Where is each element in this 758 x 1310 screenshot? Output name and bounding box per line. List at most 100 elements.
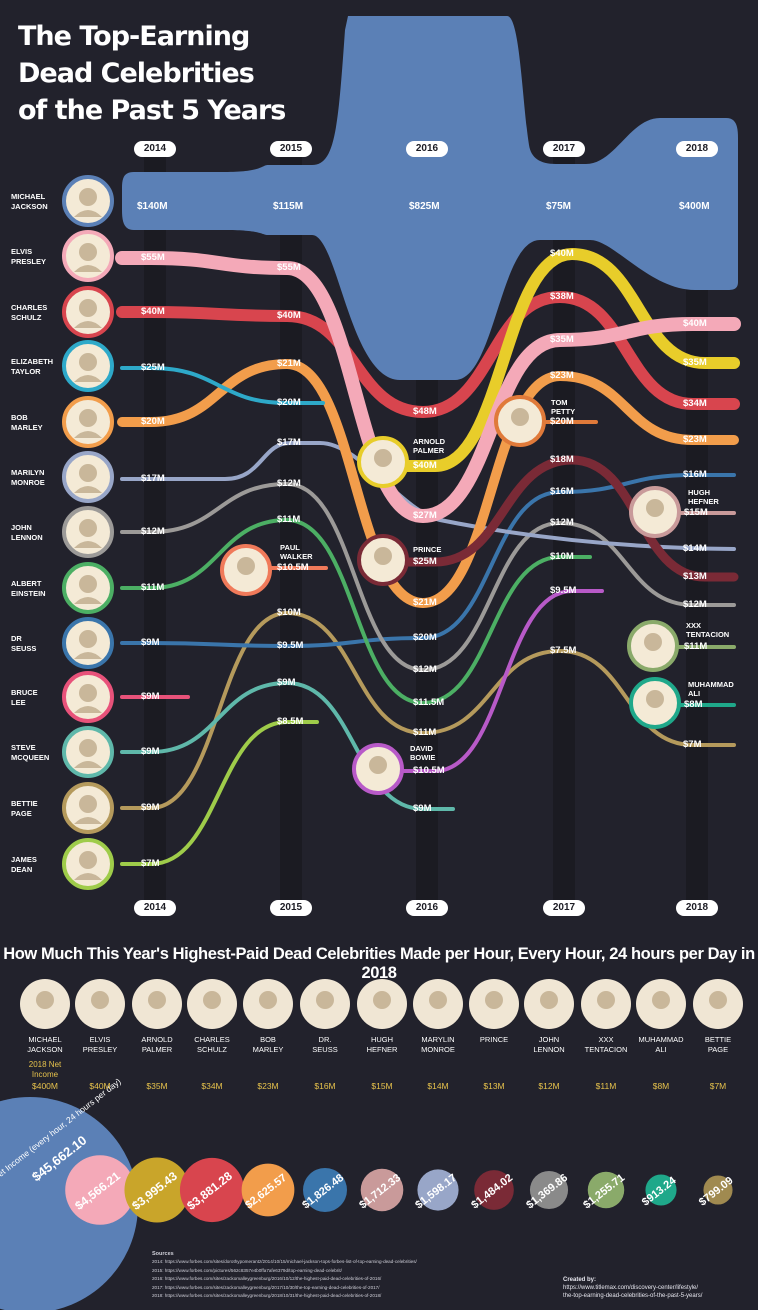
value-label: $8M — [684, 699, 703, 710]
bubble-celebrity-name: HUGH HEFNER — [366, 1035, 398, 1054]
value-label: $12M — [141, 526, 165, 537]
net-income-value: $16M — [314, 1081, 336, 1091]
face-icon — [646, 690, 664, 708]
value-label: $21M — [413, 597, 437, 608]
value-label: $16M — [683, 469, 707, 480]
row-label: ELIZABETH TAYLOR — [11, 357, 54, 376]
value-label: $21M — [277, 358, 301, 369]
hourly-income-bubble — [529, 1170, 569, 1210]
value-label: $23M — [550, 370, 574, 381]
value-label: $9.5M — [550, 585, 577, 596]
shoulders-icon — [74, 817, 102, 824]
bubble-celebrity-name: BOB MARLEY — [252, 1035, 284, 1054]
hourly-income-bubble — [303, 1168, 347, 1212]
face-icon — [36, 991, 54, 1009]
credit-block: Created by: https://www.titlemax.com/dis… — [563, 1276, 702, 1300]
value-label: $40M — [550, 248, 574, 259]
face-icon — [429, 991, 447, 1009]
source-line[interactable]: 2015: https://www.forbes.com/pictures/56… — [152, 1267, 342, 1273]
value-label: $20M — [413, 632, 437, 643]
net-income-value: $13M — [483, 1081, 505, 1091]
row-label: CHARLES SCHULZ — [11, 303, 48, 322]
face-icon — [91, 991, 109, 1009]
face-icon — [259, 991, 277, 1009]
shoulders-icon — [74, 541, 102, 548]
john-lennon-line — [120, 481, 736, 673]
face-icon — [316, 991, 334, 1009]
net-income-value: $14M — [427, 1081, 449, 1091]
credit-url[interactable]: the-top-earning-dead-celebrities-of-the-… — [563, 1293, 703, 1299]
value-label: $7.5M — [550, 645, 577, 656]
year-pill: 2017 — [543, 900, 585, 916]
net-income-value: $12M — [538, 1081, 560, 1091]
bubble-celebrity-name: CHARLES SCHULZ — [194, 1035, 230, 1054]
value-label: $13M — [683, 571, 707, 582]
hourly-income-bubble — [474, 1170, 514, 1210]
face-icon — [374, 547, 392, 565]
face-icon — [644, 633, 662, 651]
value-label: $27M — [413, 510, 437, 521]
face-icon — [79, 795, 97, 813]
row-label: ALBERT EINSTEIN — [11, 579, 46, 598]
year-pill: 2018 — [676, 900, 718, 916]
source-line[interactable]: 2017: https://www.forbes.com/sites/zacko… — [152, 1284, 380, 1290]
source-line[interactable]: 2016: https://www.forbes.com/sites/zacko… — [152, 1276, 382, 1282]
hourly-income-bubble — [241, 1163, 295, 1217]
year-pill: 2017 — [543, 141, 585, 157]
value-label: $10M — [550, 551, 574, 562]
value-label: $40M — [141, 306, 165, 317]
bubble-celebrity-name: BETTIE PAGE — [704, 1035, 732, 1054]
bubble-celebrity-name: PRINCE — [479, 1035, 509, 1044]
net-income-annotation: 2018 Net Income — [28, 1060, 62, 1079]
value-label: $40M — [683, 318, 707, 329]
face-icon — [79, 409, 97, 427]
value-label: $11M — [684, 641, 708, 652]
face-icon — [374, 449, 392, 467]
face-icon — [652, 991, 670, 1009]
net-income-value: $35M — [146, 1081, 168, 1091]
value-label: $20M — [141, 416, 165, 427]
value-label: $12M — [683, 599, 707, 610]
charles-schulz-line — [116, 290, 740, 419]
row-label: JAMES DEAN — [11, 855, 37, 874]
value-label: $9M — [141, 691, 160, 702]
credit-label: Created by: — [563, 1277, 597, 1283]
row-label: ELVIS PRESLEY — [11, 247, 47, 266]
source-line[interactable]: 2014: https://www.forbes.com/sites/dorot… — [152, 1259, 417, 1265]
hourly-income-bubble — [360, 1168, 404, 1212]
callout-label: TOM PETTY — [551, 398, 576, 416]
value-label: $38M — [550, 291, 574, 302]
source-line[interactable]: 2018: https://www.forbes.com/sites/zacko… — [152, 1293, 382, 1299]
value-label: $9M — [277, 677, 296, 688]
value-label: $14M — [683, 543, 707, 554]
callout-label: HUGH HEFNER — [688, 488, 719, 506]
bubble-celebrity-name: MUHAMMAD ALI — [638, 1035, 684, 1054]
value-label: $11M — [141, 582, 165, 593]
michael-jackson-value-label: $75M — [546, 201, 572, 212]
credit-url[interactable]: https://www.titlemax.com/discovery-cente… — [563, 1285, 699, 1291]
value-label: $11M — [277, 514, 301, 525]
row-label: JOHN LENNON — [11, 523, 43, 542]
callout-label: XXX TENTACION — [686, 621, 730, 639]
michael-jackson-value-label: $140M — [137, 201, 168, 212]
value-label: $35M — [550, 334, 574, 345]
face-icon — [709, 991, 727, 1009]
bubble-celebrity-name: MICHAEL JACKSON — [27, 1035, 63, 1054]
callout-label: PAUL WALKER — [280, 543, 313, 561]
row-label: MICHAEL JACKSON — [11, 192, 48, 211]
value-label: $11.5M — [413, 697, 445, 708]
value-label: $20M — [277, 397, 301, 408]
value-label: $40M — [277, 310, 301, 321]
dr-seuss-line — [120, 472, 736, 649]
shoulders-icon — [74, 431, 102, 438]
year-pill: 2018 — [676, 141, 718, 157]
value-label: $9M — [141, 802, 160, 813]
hourly-income-bubble — [417, 1169, 459, 1211]
value-label: $9M — [141, 746, 160, 757]
michael-jackson-value-label: $825M — [409, 201, 440, 212]
row-label: MARILYN MONROE — [11, 468, 45, 487]
year-column-shade — [686, 150, 708, 910]
callout-label: DAVID BOWIE — [410, 744, 436, 762]
value-label: $55M — [141, 252, 165, 263]
